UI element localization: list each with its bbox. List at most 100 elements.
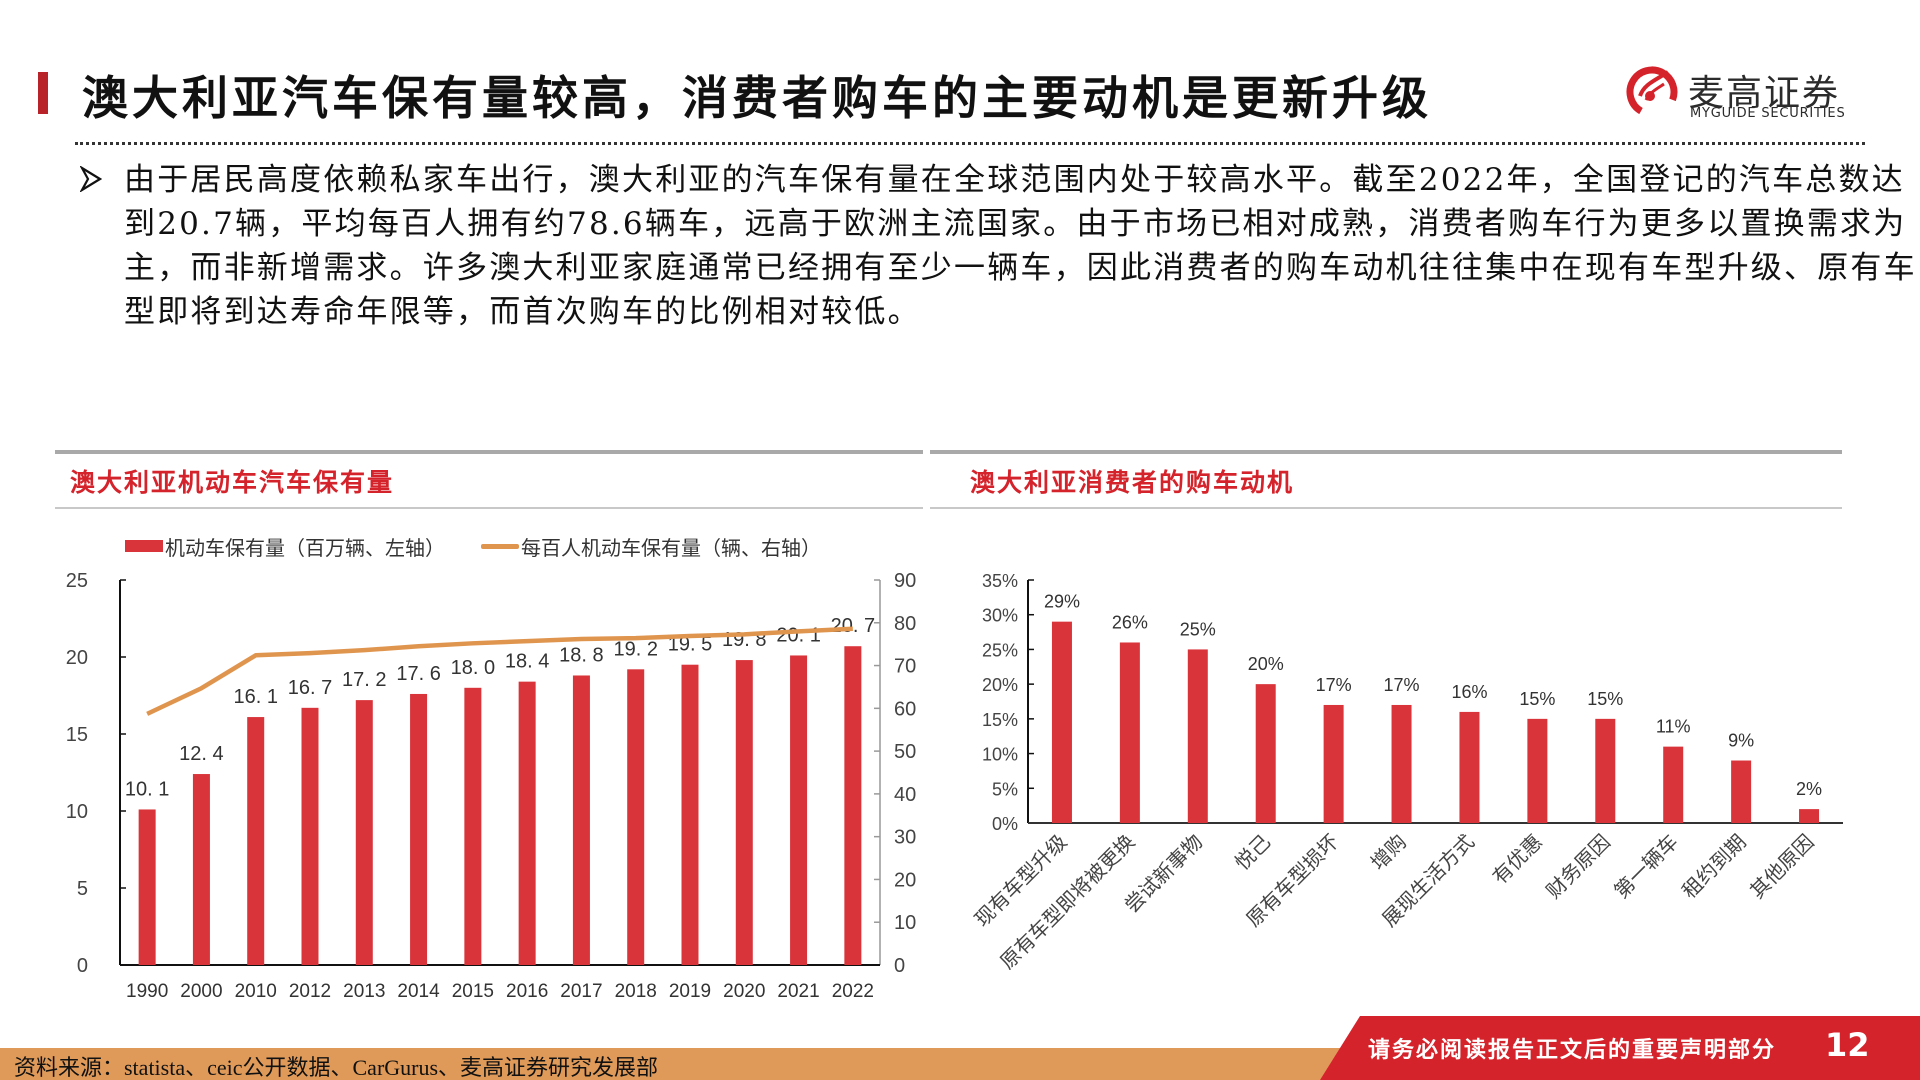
bar-value-label: 19. 2 [613, 638, 657, 660]
bar-value-label: 10. 1 [125, 778, 169, 800]
bar-value-label: 17% [1384, 675, 1420, 695]
bar [572, 675, 590, 965]
x-axis-tick: 2021 [777, 981, 819, 1002]
left-chart-title: 澳大利亚机动车汽车保有量 [70, 468, 395, 497]
bar-value-label: 2% [1796, 779, 1822, 799]
x-axis-category-label: 原有车型即将被更换 [996, 830, 1140, 974]
x-axis-tick: 1990 [126, 981, 168, 1002]
x-axis-tick: 2018 [615, 981, 657, 1002]
x-axis-tick: 2022 [832, 981, 874, 1002]
x-axis-tick: 2017 [560, 981, 602, 1002]
right-panel-top-rule [930, 450, 1842, 454]
header-divider [75, 142, 1865, 145]
y-axis-tick: 10% [982, 745, 1018, 765]
purchase-motivation-chart: 0%5%10%15%20%25%30%35%29%现有车型升级26%原有车型即将… [970, 571, 1843, 974]
summary-paragraph: 由于居民高度依赖私家车出行，澳大利亚的汽车保有量在全球范围内处于较高水平。截至2… [124, 162, 1917, 330]
vehicle-ownership-chart: 0 5 10 15 20 25 0 10 20 30 40 50 60 70 80 90 10. 1 1990 12… [66, 570, 917, 1002]
bar [1119, 642, 1140, 823]
x-axis-tick: 2010 [235, 981, 277, 1002]
y-axis-tick: 35% [982, 571, 1018, 591]
bar [1459, 711, 1480, 823]
y-axis-tick: 20% [982, 675, 1018, 695]
arrow-bullet-icon [80, 166, 102, 192]
x-axis-category-label: 财务原因 [1542, 830, 1615, 903]
bar [790, 655, 808, 965]
bar-value-label: 20% [1248, 654, 1284, 674]
y-axis-tick: 0% [992, 814, 1018, 834]
bar [1595, 718, 1616, 823]
bar [1323, 704, 1344, 823]
logo-english-name: MYGUIDE SECURITIES [1690, 106, 1846, 121]
x-axis-tick: 2012 [289, 981, 331, 1002]
bar [192, 774, 210, 965]
x-axis-category-label: 有优惠 [1488, 830, 1547, 889]
x-axis-tick: 2016 [506, 981, 548, 1002]
source-note: 资料来源：statista、ceic公开数据、CarGurus、麦高证券研究发展… [14, 1055, 659, 1080]
bar-value-label: 16. 1 [233, 686, 277, 708]
bar [1051, 621, 1072, 823]
right-axis-tick: 70 [894, 656, 916, 678]
bar-value-label: 18. 4 [505, 651, 549, 673]
left-chart-legend: 机动车保有量（百万辆、左轴） 每百人机动车保有量（辆、右轴） [125, 530, 821, 562]
bar-value-label: 11% [1656, 717, 1691, 737]
bar-value-label: 19. 5 [668, 634, 712, 656]
right-axis-tick: 90 [894, 570, 916, 592]
bar-value-label: 26% [1112, 612, 1148, 632]
page-number: 12 [1825, 1026, 1870, 1064]
bar [1255, 684, 1276, 823]
x-axis-category-label: 第一辆车 [1610, 830, 1683, 903]
bar [1391, 704, 1412, 823]
line-series-label: 每百人机动车保有量（辆、右轴） [521, 535, 821, 560]
line-series-swatch [481, 543, 519, 549]
bar-value-label: 29% [1044, 592, 1080, 612]
bar-value-label: 17. 2 [342, 669, 386, 691]
right-axis-tick: 50 [894, 741, 916, 763]
myguide-logo-icon [1626, 66, 1678, 118]
right-axis-tick: 20 [894, 869, 916, 891]
left-axis-tick: 10 [66, 801, 88, 823]
x-axis-category-label: 悦己 [1231, 830, 1276, 875]
left-axis-tick: 0 [77, 955, 88, 977]
bar-value-label: 9% [1728, 731, 1754, 751]
bar-value-label: 17% [1316, 675, 1352, 695]
bar-value-label: 20. 7 [831, 615, 875, 637]
left-axis-tick: 5 [77, 878, 88, 900]
page-title: 澳大利亚汽车保有量较高，消费者购车的主要动机是更新升级 [82, 71, 1432, 125]
right-axis-tick: 40 [894, 784, 916, 806]
left-panel-top-rule [55, 450, 923, 454]
bar [627, 669, 645, 965]
bar-value-label: 25% [1180, 619, 1216, 639]
y-axis-tick: 25% [982, 640, 1018, 660]
bar-value-label: 20. 1 [776, 624, 820, 646]
bar-value-label: 15% [1587, 689, 1623, 709]
per-capita-line [146, 626, 853, 716]
x-axis-category-label: 租约到期 [1678, 830, 1751, 903]
right-axis-tick: 80 [894, 613, 916, 635]
bar-value-label: 18. 8 [559, 644, 603, 666]
x-axis-category-label: 增购 [1367, 830, 1412, 875]
bar-value-label: 18. 0 [451, 657, 495, 679]
logo-chinese-name: 麦高证券 [1688, 73, 1841, 114]
disclaimer-notice: 请务必阅读报告正文后的重要声明部分 [1368, 1037, 1777, 1063]
right-axis-tick: 30 [894, 827, 916, 849]
bar-value-label: 17. 6 [396, 663, 440, 685]
footer-notice-banner [1320, 1016, 1920, 1080]
bar [301, 707, 319, 965]
bar-value-label: 16. 7 [288, 677, 332, 699]
right-axis-tick: 10 [894, 912, 916, 934]
bar [1663, 746, 1684, 823]
bar-value-label: 16% [1451, 682, 1487, 702]
company-logo: 麦高证券 MYGUIDE SECURITIES [1626, 64, 1878, 124]
x-axis-tick: 2013 [343, 981, 385, 1002]
right-panel-title-rule [930, 507, 1842, 509]
bar [681, 664, 699, 965]
x-axis-tick: 2000 [180, 981, 222, 1002]
bar [464, 687, 482, 965]
bar-value-label: 15% [1519, 689, 1555, 709]
title-accent-bar [38, 72, 48, 114]
y-axis-tick: 5% [992, 779, 1018, 799]
y-axis-tick: 15% [982, 710, 1018, 730]
bar [518, 681, 536, 965]
x-axis-tick: 2015 [452, 981, 494, 1002]
bar [355, 700, 373, 965]
